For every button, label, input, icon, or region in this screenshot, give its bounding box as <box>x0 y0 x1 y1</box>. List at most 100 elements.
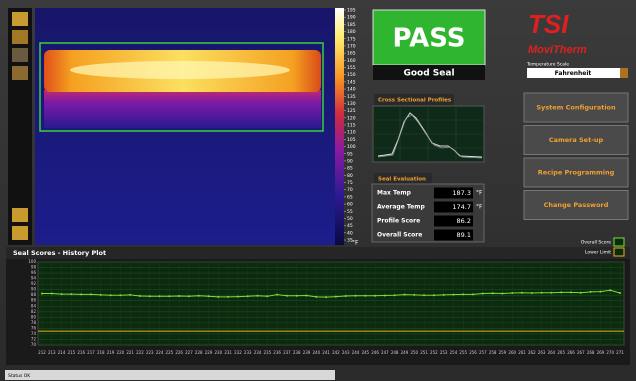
series-point <box>236 295 239 298</box>
series-point <box>138 295 141 298</box>
y-tick-label: 80 <box>31 314 37 319</box>
x-tick-label: 253 <box>440 350 448 355</box>
scale-label: 145 <box>347 79 356 85</box>
series-point <box>315 295 318 298</box>
scale-label: 125 <box>347 108 356 114</box>
x-tick-label: 265 <box>557 350 565 355</box>
seal-row-value: 86.2 <box>457 217 471 225</box>
series-point <box>432 294 435 297</box>
seal-value-box <box>434 215 473 227</box>
series-point <box>217 295 220 298</box>
legend-swatch <box>613 237 625 247</box>
x-tick-label: 254 <box>450 350 458 355</box>
temperature-scale-select[interactable] <box>527 68 620 78</box>
scale-label: 135 <box>347 94 356 100</box>
scale-label: 70 <box>347 187 353 193</box>
x-tick-label: 259 <box>499 350 507 355</box>
scale-label: 155 <box>347 65 356 71</box>
history-title: Seal Scores - History Plot <box>13 249 106 257</box>
series-point <box>50 292 53 295</box>
series-point <box>354 294 357 297</box>
series-point <box>501 292 504 295</box>
series-point <box>266 295 269 298</box>
series-point <box>472 293 475 296</box>
scale-unit: °F <box>352 240 359 247</box>
series-point <box>276 293 279 296</box>
roi-rectangle <box>39 42 324 132</box>
seal-value-box <box>434 229 473 241</box>
scale-label: 100 <box>347 144 356 150</box>
seal-row-label: Max Temp <box>377 190 412 197</box>
result-description: Good Seal <box>403 69 454 79</box>
series-point <box>393 294 396 297</box>
series-point <box>521 291 524 294</box>
x-tick-label: 221 <box>126 350 134 355</box>
series-point <box>560 291 563 294</box>
x-tick-label: 240 <box>312 350 320 355</box>
temperature-scale-value: Fahrenheit <box>555 70 592 77</box>
snapshot-tool[interactable] <box>12 208 28 222</box>
color-scale <box>335 8 344 245</box>
scale-label: 120 <box>347 115 356 121</box>
series-point <box>579 291 582 294</box>
scale-label: 45 <box>347 223 353 229</box>
y-tick-label: 84 <box>31 303 37 308</box>
series-point <box>462 293 465 296</box>
scale-label: 75 <box>347 180 353 186</box>
series-point <box>178 295 181 298</box>
scale-label: 150 <box>347 72 356 78</box>
x-tick-label: 270 <box>606 350 614 355</box>
zoom-tool[interactable] <box>12 12 28 26</box>
x-tick-label: 220 <box>117 350 125 355</box>
scale-label: 55 <box>347 209 353 215</box>
y-tick-label: 78 <box>31 320 37 325</box>
scale-label: 170 <box>347 43 356 49</box>
x-tick-label: 241 <box>322 350 330 355</box>
series-point <box>129 293 132 296</box>
plot-area <box>37 261 625 346</box>
x-tick-label: 251 <box>420 350 428 355</box>
pan-tool[interactable] <box>12 30 28 44</box>
series-point <box>325 296 328 299</box>
series-point <box>41 292 43 295</box>
x-tick-label: 233 <box>244 350 252 355</box>
series-point <box>619 291 621 294</box>
seal-row-label: Average Temp <box>377 204 425 211</box>
series-point <box>374 294 377 297</box>
menu-button[interactable] <box>523 125 629 155</box>
menu-button[interactable] <box>523 190 629 220</box>
menu-button[interactable] <box>523 92 629 123</box>
series-point <box>168 295 171 298</box>
series-point <box>423 294 426 297</box>
x-tick-label: 228 <box>195 350 203 355</box>
x-tick-label: 245 <box>361 350 369 355</box>
x-tick-label: 212 <box>38 350 46 355</box>
menu-button[interactable] <box>523 157 629 188</box>
select-arrow[interactable] <box>620 68 628 78</box>
seal-value-box <box>434 187 473 199</box>
x-tick-label: 216 <box>77 350 85 355</box>
fit-tool[interactable] <box>12 48 28 62</box>
x-tick-label: 234 <box>254 350 262 355</box>
region-tool[interactable] <box>12 66 28 80</box>
x-tick-label: 214 <box>58 350 66 355</box>
scale-label: 115 <box>347 123 356 129</box>
x-tick-label: 262 <box>528 350 536 355</box>
series-point <box>599 290 602 293</box>
y-tick-label: 94 <box>31 276 37 281</box>
x-tick-label: 223 <box>146 350 154 355</box>
x-tick-label: 246 <box>371 350 379 355</box>
x-tick-label: 261 <box>518 350 526 355</box>
series-point <box>197 294 200 297</box>
series-point <box>570 291 573 294</box>
series-point <box>413 293 416 296</box>
series-point <box>256 294 259 297</box>
series-point <box>158 295 161 298</box>
open-tool[interactable] <box>12 226 28 240</box>
seal-row-label: Profile Score <box>377 218 420 225</box>
scale-label: 80 <box>347 173 353 179</box>
series-line <box>42 289 621 298</box>
seal-value-box <box>434 201 473 213</box>
seal-evaluation-title: Seal Evaluation <box>378 177 426 183</box>
